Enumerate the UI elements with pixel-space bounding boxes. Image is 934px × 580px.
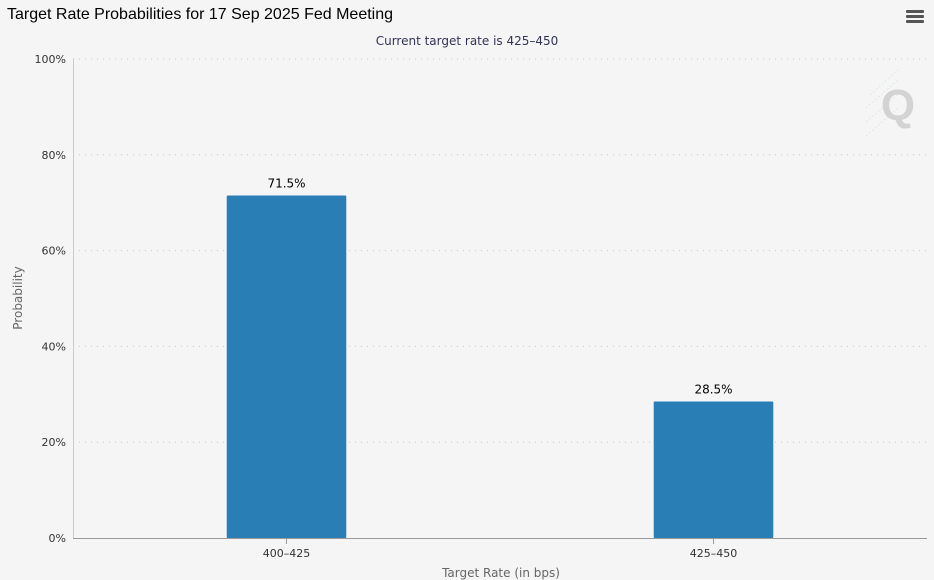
hamburger-menu-icon[interactable]: [906, 10, 924, 26]
y-tick-label: 0%: [49, 532, 66, 545]
data-label: 28.5%: [694, 382, 732, 396]
x-tick-label: 400–425: [263, 547, 311, 560]
data-labels: 71.5% 28.5%: [267, 177, 732, 397]
y-tick-label: 100%: [35, 53, 66, 66]
q-watermark-logo: Q: [865, 67, 915, 137]
y-axis-title: Probability: [11, 266, 25, 329]
x-tick-labels: 400–425 425–450: [263, 538, 738, 560]
data-label: 71.5%: [267, 177, 305, 191]
svg-text:Q: Q: [881, 81, 915, 130]
bar[interactable]: [653, 401, 774, 538]
x-axis-title: Target Rate (in bps): [441, 566, 560, 580]
y-tick-labels: 0% 20% 40% 60% 80% 100%: [35, 53, 66, 545]
y-tick-label: 60%: [42, 245, 66, 258]
y-tick-label: 40%: [42, 340, 66, 353]
y-tick-label: 20%: [42, 436, 66, 449]
x-tick-label: 425–450: [690, 547, 738, 560]
gridlines: [73, 58, 927, 443]
chart-subtitle: Current target rate is 425–450: [376, 34, 559, 48]
y-tick-label: 80%: [42, 149, 66, 162]
chart-title: Target Rate Probabilities for 17 Sep 202…: [7, 6, 394, 23]
bars: [226, 195, 774, 538]
bar[interactable]: [226, 195, 347, 538]
